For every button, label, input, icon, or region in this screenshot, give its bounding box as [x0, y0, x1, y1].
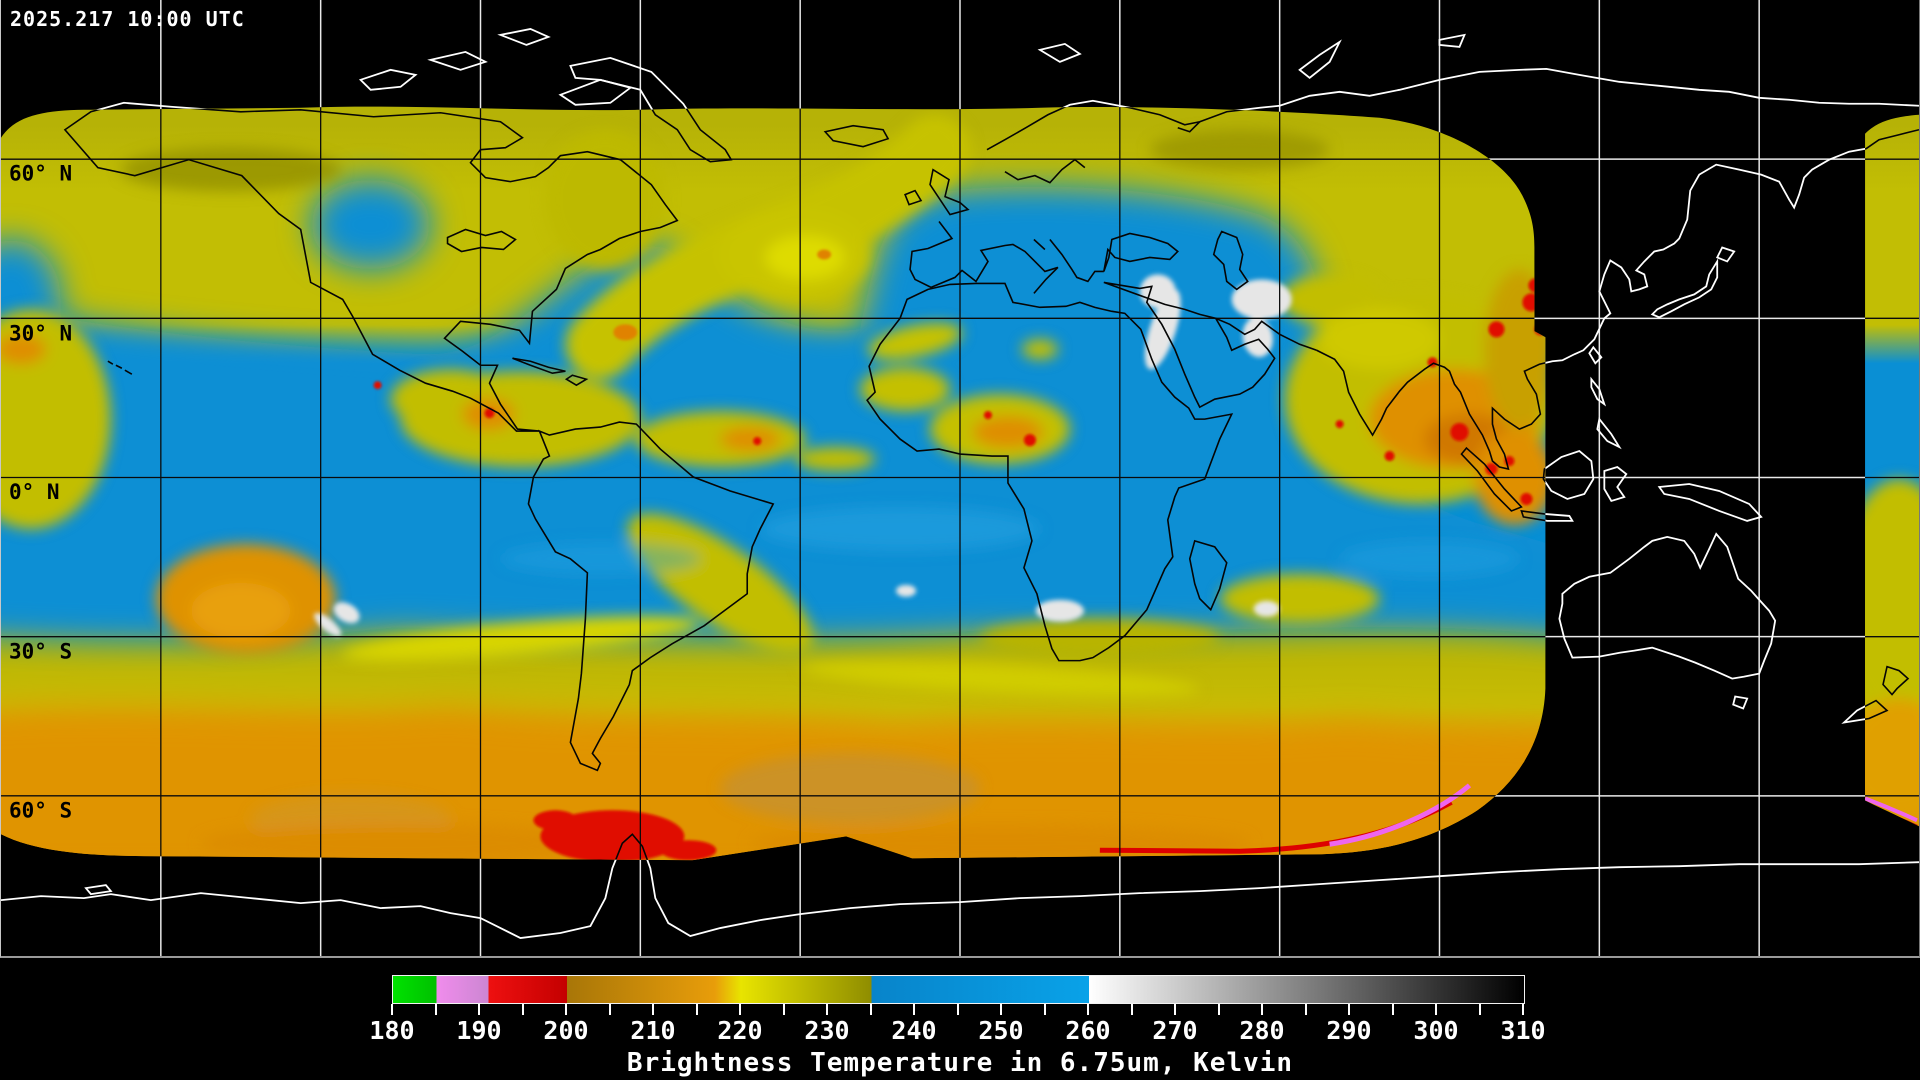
colorbar-tick — [1087, 1004, 1089, 1015]
latitude-label-60s: 60° S — [9, 798, 72, 822]
colorbar-tick-label: 310 — [1500, 1016, 1546, 1045]
colorbar-tick — [782, 1004, 785, 1015]
colorbar-tick — [956, 1004, 959, 1015]
latitude-label-30s: 30° S — [9, 640, 72, 664]
map-area: 60° N 30° N 0° N 30° S 60° S — [0, 0, 1920, 958]
colorbar-tick-label: 300 — [1413, 1016, 1459, 1045]
colorbar-tick — [1435, 1004, 1437, 1015]
colorbar-tick — [869, 1004, 872, 1015]
colorbar-tick — [521, 1004, 524, 1015]
colorbar-tick-label: 280 — [1239, 1016, 1285, 1045]
latitude-label-0n: 0° N — [9, 480, 59, 504]
colorbar-tick — [826, 1004, 828, 1015]
colorbar-tick — [565, 1004, 567, 1015]
colorbar-tick — [391, 1004, 393, 1015]
colorbar-tick-label: 200 — [543, 1016, 589, 1045]
colorbar-tick — [1261, 1004, 1263, 1015]
colorbar: Brightness Temperature in 6.75um, Kelvin… — [0, 958, 1920, 1080]
colorbar-tick — [608, 1004, 611, 1015]
colorbar-tick-label: 220 — [717, 1016, 763, 1045]
timestamp: 2025.217 10:00 UTC — [10, 7, 245, 31]
colorbar-tick — [1217, 1004, 1220, 1015]
colorbar-tick-label: 260 — [1065, 1016, 1111, 1045]
colorbar-gradient — [392, 975, 1525, 1004]
colorbar-tick — [913, 1004, 915, 1015]
colorbar-tick — [1478, 1004, 1481, 1015]
colorbar-tick-label: 240 — [891, 1016, 937, 1045]
colorbar-tick-label: 190 — [456, 1016, 502, 1045]
colorbar-tick — [652, 1004, 654, 1015]
colorbar-tick-label: 180 — [369, 1016, 415, 1045]
colorbar-tick — [1043, 1004, 1046, 1015]
colorbar-tick — [695, 1004, 698, 1015]
colorbar-tick-label: 290 — [1326, 1016, 1372, 1045]
colorbar-tick — [1522, 1004, 1524, 1015]
colorbar-tick — [1174, 1004, 1176, 1015]
colorbar-tick-label: 210 — [630, 1016, 676, 1045]
colorbar-tick — [1391, 1004, 1394, 1015]
colorbar-tick — [739, 1004, 741, 1015]
colorbar-tick-label: 270 — [1152, 1016, 1198, 1045]
colorbar-tick — [434, 1004, 437, 1015]
colorbar-tick — [1304, 1004, 1307, 1015]
colorbar-tick — [1130, 1004, 1133, 1015]
colorbar-tick-label: 230 — [804, 1016, 850, 1045]
latitude-label-60n: 60° N — [9, 162, 72, 186]
satellite-map: 60° N 30° N 0° N 30° S 60° S — [1, 0, 1919, 956]
colorbar-tick-label: 250 — [978, 1016, 1024, 1045]
colorbar-tick — [1000, 1004, 1002, 1015]
colorbar-tick — [1348, 1004, 1350, 1015]
colorbar-tick — [478, 1004, 480, 1015]
colorbar-title: Brightness Temperature in 6.75um, Kelvin — [626, 1048, 1294, 1078]
latitude-label-30n: 30° N — [9, 321, 72, 345]
